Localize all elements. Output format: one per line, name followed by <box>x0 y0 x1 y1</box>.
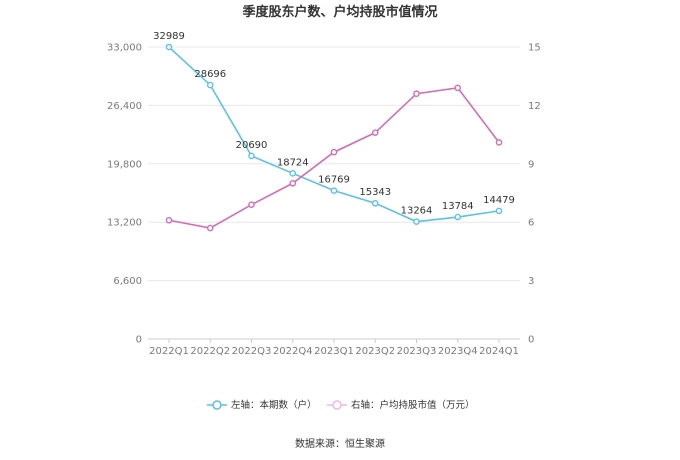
data-point <box>289 170 297 177</box>
x-tick-label: 2023Q3 <box>397 346 437 357</box>
data-point <box>413 90 420 98</box>
data-point <box>165 216 173 224</box>
source-note: 数据来源：恒生聚源 <box>295 437 385 450</box>
left-tick-label: 26,400 <box>107 101 142 112</box>
data-point <box>248 152 255 160</box>
series-group: 32989 28696 20690 18724 16769 15343 13264 13784… <box>153 31 515 232</box>
right-axis: 0 3 6 9 12 15 <box>528 43 541 346</box>
x-tick-label: 2022Q1 <box>149 346 189 357</box>
data-label: 13784 <box>442 201 474 212</box>
left-tick-label: 33,000 <box>107 43 142 54</box>
right-tick-label: 9 <box>528 159 534 170</box>
chart-title: 季度股东户数、户均持股市值情况 <box>241 4 437 20</box>
legend-label-holders: 左轴：本期数（户） <box>231 399 317 411</box>
data-point <box>206 224 214 232</box>
data-point <box>330 187 338 194</box>
data-point <box>289 179 297 187</box>
legend-label-avg-value: 右轴：户均持股市值（万元） <box>351 399 475 411</box>
legend-item-holders[interactable]: 左轴：本期数（户） <box>207 399 317 411</box>
data-label: 20690 <box>236 140 268 151</box>
data-label: 32989 <box>153 31 185 42</box>
legend-item-avg-value[interactable]: 右轴：户均持股市值（万元） <box>327 399 475 411</box>
data-label: 16769 <box>318 175 350 186</box>
right-tick-label: 6 <box>528 218 534 229</box>
data-label: 28696 <box>194 69 226 80</box>
data-point <box>371 129 379 136</box>
data-point <box>454 84 462 92</box>
data-label: 14479 <box>483 195 515 206</box>
left-axis: 0 6,600 13,200 19,800 26,400 33,000 <box>107 43 142 346</box>
left-tick-label: 13,200 <box>107 218 142 229</box>
data-point <box>371 199 379 207</box>
data-point <box>495 207 503 215</box>
x-tick-label: 2022Q4 <box>273 346 313 357</box>
data-point <box>413 218 420 225</box>
x-tick-label: 2022Q2 <box>190 346 230 357</box>
data-point <box>206 81 214 89</box>
data-label: 13264 <box>401 206 433 217</box>
data-point <box>165 43 173 51</box>
x-tick-label: 2022Q3 <box>232 346 272 357</box>
left-tick-label: 0 <box>136 335 142 346</box>
right-tick-label: 0 <box>528 335 534 346</box>
x-axis: 2022Q1 2022Q2 2022Q3 2022Q4 2023Q1 2023Q2 2023… <box>148 338 520 357</box>
data-point <box>454 213 462 221</box>
data-label: 18724 <box>277 157 309 168</box>
right-tick-label: 12 <box>528 101 541 112</box>
x-tick-label: 2024Q1 <box>479 346 519 357</box>
left-tick-label: 19,800 <box>107 159 142 170</box>
x-tick-label: 2023Q1 <box>314 346 354 357</box>
x-tick-label: 2023Q4 <box>438 346 478 357</box>
right-tick-label: 15 <box>528 43 541 54</box>
right-tick-label: 3 <box>528 276 534 287</box>
data-label: 15343 <box>359 187 391 198</box>
x-tick-label: 2023Q2 <box>355 346 395 357</box>
data-point <box>495 139 503 146</box>
legend[interactable]: 左轴：本期数（户） 右轴：户均持股市值（万元） <box>207 399 475 411</box>
data-point <box>330 148 338 156</box>
data-point <box>248 201 255 208</box>
left-tick-label: 6,600 <box>113 276 142 287</box>
